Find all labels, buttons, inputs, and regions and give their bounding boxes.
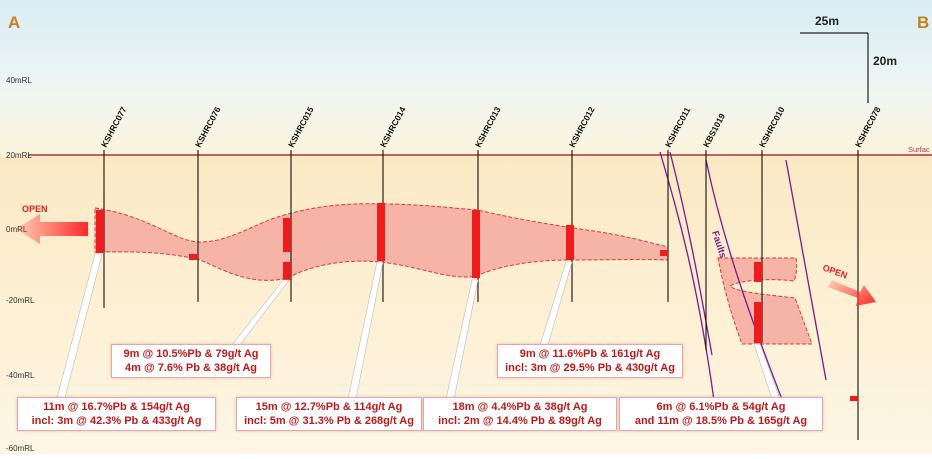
intercept-line: 11m @ 16.7%Pb & 154g/t Ag <box>43 401 190 413</box>
intercept-line: 18m @ 4.4%Pb & 38g/t Ag <box>452 401 588 413</box>
surface-label: Surfac <box>908 145 930 154</box>
open-arrow-left: OPEN <box>16 204 88 244</box>
intercept-line: 15m @ 12.7%Pb & 114g/t Ag <box>255 401 403 413</box>
intercept-line: incl: 3m @ 42.3% Pb & 433g/t Ag <box>31 415 202 427</box>
intercept-line: incl: 5m @ 31.3% Pb & 268g/t Ag <box>244 415 414 427</box>
section-end-label: B <box>917 13 929 32</box>
intercept-callout: 9m @ 10.5%Pb & 79g/t Ag 4m @ 7.6% Pb & 3… <box>111 344 271 378</box>
intercept-line: 9m @ 10.5%Pb & 79g/t Ag <box>123 348 259 360</box>
elevation-label: -60mRL <box>6 444 35 453</box>
intercept-line: incl: 2m @ 14.4% Pb & 89g/t Ag <box>438 415 602 427</box>
scale-vertical-label: 20m <box>873 54 897 68</box>
intercept-callout: 11m @ 16.7%Pb & 154g/t Ag incl: 3m @ 42.… <box>17 397 216 431</box>
intercept-callout: 18m @ 4.4%Pb & 38g/t Ag incl: 2m @ 14.4%… <box>423 397 617 431</box>
leader-lines <box>56 253 781 400</box>
elevation-label: -20mRL <box>6 296 35 305</box>
open-label-left: OPEN <box>22 204 48 214</box>
intercept-callout: 15m @ 12.7%Pb & 114g/t Ag incl: 5m @ 31.… <box>236 397 422 431</box>
intercept-line: 9m @ 11.6%Pb & 161g/t Ag <box>519 348 661 360</box>
scale-bar: 25m 20m <box>800 14 897 103</box>
ore-envelope-east <box>717 257 813 345</box>
intercept-line: 6m @ 6.1%Pb & 54g/t Ag <box>656 401 786 413</box>
intercept-line: 4m @ 7.6% Pb & 38g/t Ag <box>125 362 257 374</box>
elevation-label: 40mRL <box>6 76 32 85</box>
sky-background <box>0 0 932 156</box>
elevation-label: 20mRL <box>6 151 32 160</box>
intercept-line: and 11m @ 18.5% Pb & 165g/t Ag <box>634 415 808 427</box>
intercept-line: incl: 3m @ 29.5% Pb & 430g/t Ag <box>505 362 675 374</box>
scale-horizontal-label: 25m <box>815 14 839 28</box>
intercept-callout: 9m @ 11.6%Pb & 161g/t Ag incl: 3m @ 29.5… <box>497 344 683 378</box>
section-start-label: A <box>8 13 20 32</box>
ore-intersections <box>96 203 858 401</box>
elevation-label: -40mRL <box>6 371 35 380</box>
intercept-callout: 6m @ 6.1%Pb & 54g/t Ag and 11m @ 18.5% P… <box>619 397 823 431</box>
